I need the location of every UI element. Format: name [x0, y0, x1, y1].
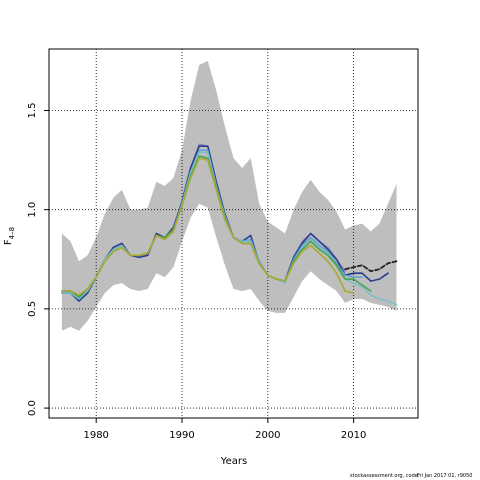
x-tick-label: 2000	[255, 430, 280, 441]
y-axis-title-subscript: 4–8	[8, 227, 16, 239]
y-tick-label: 1.5	[27, 103, 38, 119]
y-axis-title-main: F	[3, 239, 14, 245]
x-axis-title: Years	[220, 456, 247, 467]
footer-stamp: Fri Jan 2017 01, r9050	[417, 473, 473, 479]
y-tick-label: 0.0	[27, 400, 38, 416]
series-line-7	[344, 260, 398, 273]
confidence-band	[61, 60, 397, 331]
series-line-6	[61, 157, 355, 296]
tick-layer: 1980 1990 2000 2010 0.0 0.5 1.0 1.5	[27, 103, 366, 441]
plot-frame	[48, 48, 419, 419]
y-tick-label: 0.5	[27, 301, 38, 317]
x-tick-label: 1990	[169, 430, 194, 441]
confidence-band-layer	[61, 60, 397, 331]
series-layer	[61, 143, 398, 306]
footer-source: stockassessment.org, code:	[350, 473, 420, 479]
x-tick-label: 2010	[341, 430, 366, 441]
y-axis-title: F4–8	[3, 227, 16, 245]
y-tick-label: 1.0	[27, 202, 38, 218]
x-tick-label: 1980	[83, 430, 108, 441]
